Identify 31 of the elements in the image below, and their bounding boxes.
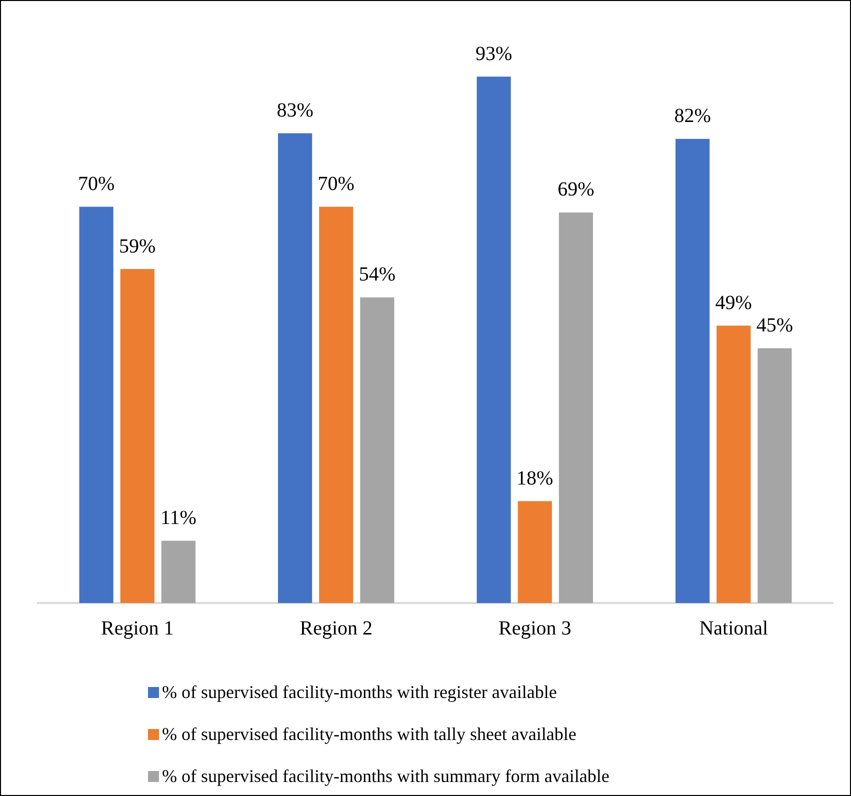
bar (161, 540, 196, 603)
bar (120, 269, 154, 603)
bar (716, 326, 751, 603)
data-label: 45% (756, 314, 794, 337)
legend-label: % of supervised facility-months with tally sheet available (162, 724, 576, 744)
data-label: 69% (558, 178, 594, 201)
data-label: 70% (78, 173, 115, 196)
data-label: 83% (276, 99, 314, 122)
data-label: 49% (715, 292, 752, 314)
data-label: 18% (516, 467, 554, 490)
data-label: 82% (674, 105, 711, 128)
x-tick-label: Region 3 (498, 617, 572, 640)
bar (518, 501, 552, 603)
bar (360, 297, 394, 603)
legend-label: % of supervised facility-months with summary form available (162, 766, 610, 786)
bar (476, 76, 511, 603)
data-label: 70% (318, 173, 354, 196)
data-label: 93% (475, 42, 512, 65)
bar (278, 133, 312, 603)
bar (676, 138, 710, 603)
bar (319, 206, 354, 603)
bar (558, 212, 593, 603)
bar (79, 206, 114, 603)
x-tick-label: Region 2 (300, 617, 373, 640)
bar (758, 348, 792, 603)
legend-label: % of supervised facility-months with register available (162, 682, 557, 702)
data-label: 59% (119, 235, 156, 258)
x-tick-label: Region 1 (100, 617, 174, 640)
x-tick-label: National (699, 617, 768, 640)
data-label: 11% (160, 506, 196, 529)
data-label: 54% (358, 264, 396, 286)
